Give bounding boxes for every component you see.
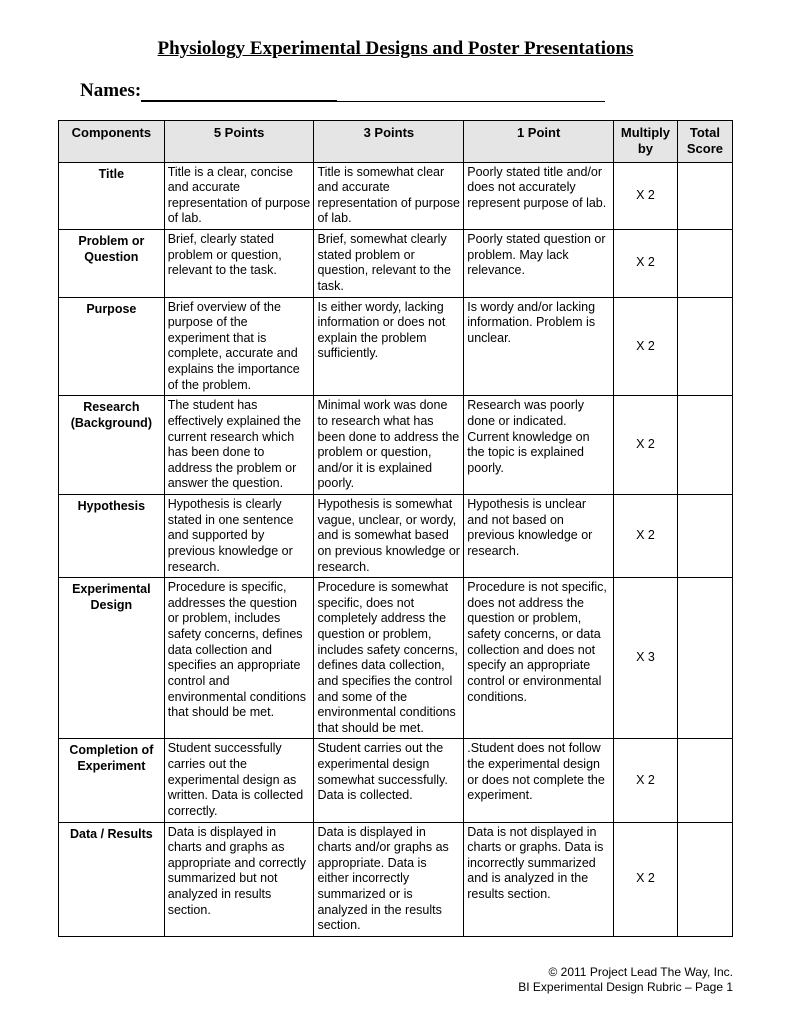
header-multiply: Multiply by [614,121,678,163]
table-row: Problem or Question Brief, clearly state… [59,230,733,298]
table-row: Title Title is a clear, concise and accu… [59,162,733,230]
table-row: Hypothesis Hypothesis is clearly stated … [59,495,733,578]
table-row: Data / Results Data is displayed in char… [59,822,733,936]
criteria-5pts: Data is displayed in charts and graphs a… [164,822,314,936]
component-cell: Completion of Experiment [59,739,165,822]
criteria-5pts: Procedure is specific, addresses the que… [164,578,314,739]
criteria-3pts: Is either wordy, lacking information or … [314,297,464,396]
score-cell [677,739,732,822]
table-row: Completion of Experiment Student success… [59,739,733,822]
criteria-1pt: Data is not displayed in charts or graph… [464,822,614,936]
rubric-table: Components 5 Points 3 Points 1 Point Mul… [58,120,733,937]
multiplier-cell: X 2 [614,396,678,495]
document-title: Physiology Experimental Designs and Post… [58,38,733,60]
component-cell: Title [59,162,165,230]
score-cell [677,822,732,936]
score-cell [677,162,732,230]
multiplier-cell: X 2 [614,162,678,230]
criteria-5pts: Brief overview of the purpose of the exp… [164,297,314,396]
multiplier-cell: X 2 [614,495,678,578]
criteria-1pt: Procedure is not specific, does not addr… [464,578,614,739]
score-cell [677,297,732,396]
page-info-line: BI Experimental Design Rubric – Page 1 [518,980,733,996]
header-total: Total Score [677,121,732,163]
criteria-1pt: Poorly stated title and/or does not accu… [464,162,614,230]
multiplier-cell: X 2 [614,739,678,822]
component-cell: Hypothesis [59,495,165,578]
multiplier-cell: X 2 [614,297,678,396]
criteria-3pts: Title is somewhat clear and accurate rep… [314,162,464,230]
criteria-3pts: Data is displayed in charts and/or graph… [314,822,464,936]
header-3-points: 3 Points [314,121,464,163]
criteria-1pt: .Student does not follow the experimenta… [464,739,614,822]
component-cell: Problem or Question [59,230,165,298]
component-cell: Data / Results [59,822,165,936]
criteria-1pt: Research was poorly done or indicated. C… [464,396,614,495]
table-row: Experimental Design Procedure is specifi… [59,578,733,739]
header-row: Components 5 Points 3 Points 1 Point Mul… [59,121,733,163]
score-cell [677,230,732,298]
criteria-1pt: Hypothesis is unclear and not based on p… [464,495,614,578]
rubric-body: Title Title is a clear, concise and accu… [59,162,733,936]
names-blank-1 [141,100,337,102]
criteria-3pts: Hypothesis is somewhat vague, unclear, o… [314,495,464,578]
component-cell: Experimental Design [59,578,165,739]
header-1-point: 1 Point [464,121,614,163]
criteria-5pts: Title is a clear, concise and accurate r… [164,162,314,230]
copyright-line: © 2011 Project Lead The Way, Inc. [518,965,733,981]
header-components: Components [59,121,165,163]
multiplier-cell: X 3 [614,578,678,739]
criteria-5pts: Hypothesis is clearly stated in one sent… [164,495,314,578]
multiplier-cell: X 2 [614,822,678,936]
table-row: Purpose Brief overview of the purpose of… [59,297,733,396]
criteria-3pts: Brief, somewhat clearly stated problem o… [314,230,464,298]
names-label: Names: [80,80,141,101]
table-row: Research (Background) The student has ef… [59,396,733,495]
page-footer: © 2011 Project Lead The Way, Inc. BI Exp… [518,965,733,996]
criteria-3pts: Procedure is somewhat specific, does not… [314,578,464,739]
page: Physiology Experimental Designs and Post… [0,0,791,1024]
header-5-points: 5 Points [164,121,314,163]
names-field: Names: [80,80,733,102]
score-cell [677,396,732,495]
criteria-5pts: The student has effectively explained th… [164,396,314,495]
multiplier-cell: X 2 [614,230,678,298]
criteria-3pts: Minimal work was done to research what h… [314,396,464,495]
criteria-5pts: Student successfully carries out the exp… [164,739,314,822]
score-cell [677,578,732,739]
component-cell: Research (Background) [59,396,165,495]
score-cell [677,495,732,578]
criteria-5pts: Brief, clearly stated problem or questio… [164,230,314,298]
criteria-1pt: Is wordy and/or lacking information. Pro… [464,297,614,396]
criteria-1pt: Poorly stated question or problem. May l… [464,230,614,298]
names-blank-2 [337,101,605,102]
criteria-3pts: Student carries out the experimental des… [314,739,464,822]
component-cell: Purpose [59,297,165,396]
